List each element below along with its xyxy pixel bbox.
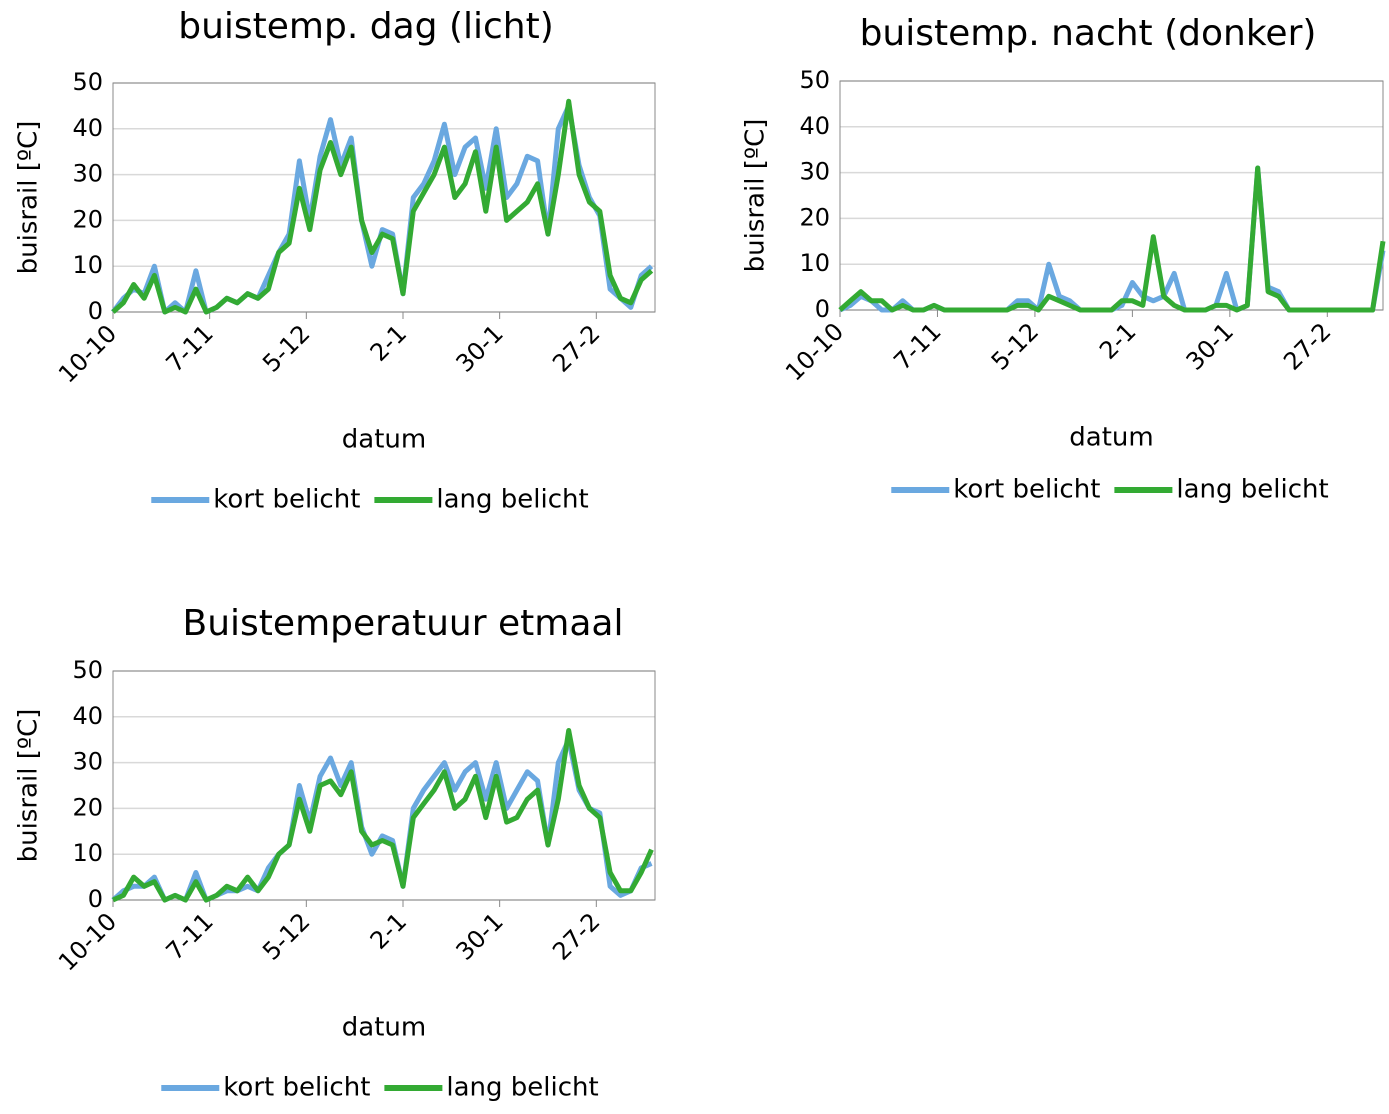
x-tick-label: 7-11 [161,907,219,965]
y-axis-label: buisrail [ºC] [14,121,44,275]
plot-frame [112,670,656,901]
y-tick-label: 50 [72,656,103,684]
line-series [111,737,653,903]
plot-frame [112,82,656,313]
y-tick-label: 20 [72,793,103,821]
x-axis-label: datum [342,425,426,455]
y-tick-label: 30 [72,748,103,776]
legend-label: lang belicht [1176,475,1328,505]
x-tick-label: 10-10 [53,319,122,388]
y-tick-label: 30 [799,158,830,186]
y-tick-label: 20 [72,205,103,233]
legend-label: lang belicht [446,1073,598,1103]
x-tick-label: 30-1 [451,319,509,377]
chart-title: buistemp. dag (licht) [178,6,554,47]
x-tick-label: 2-1 [365,907,413,955]
line-series [111,98,654,315]
legend-label: kort belicht [953,475,1100,505]
y-tick-label: 40 [72,114,103,142]
y-axis-label: buisrail [ºC] [741,119,771,273]
y-tick-label: 0 [815,295,830,323]
x-tick-label: 30-1 [451,907,509,965]
x-tick-label: 30-1 [1181,317,1239,375]
x-tick-label: 27-2 [547,907,605,965]
y-tick-label: 50 [72,68,103,96]
line-series [111,103,654,315]
line-series [838,165,1386,313]
y-tick-label: 20 [799,203,830,231]
y-tick-label: 40 [72,702,103,730]
x-tick-label: 27-2 [547,319,605,377]
line-series [838,165,1386,313]
legend-label: kort belicht [223,1073,370,1103]
x-tick-label: 10-10 [780,317,849,386]
x-tick-label: 5-12 [257,319,315,377]
x-tick-label: 10-10 [53,907,122,976]
y-tick-label: 10 [72,839,103,867]
y-tick-label: 10 [72,251,103,279]
y-tick-label: 50 [799,66,830,94]
y-tick-label: 40 [799,112,830,140]
x-tick-label: 5-12 [986,317,1044,375]
chart-title: buistemp. nacht (donker) [860,13,1317,54]
plot-frame [839,80,1384,311]
chart-title: Buistemperatuur etmaal [183,603,624,644]
x-tick-label: 2-1 [365,319,413,367]
y-tick-label: 30 [72,160,103,188]
x-axis-label: datum [1069,423,1153,453]
y-tick-label: 0 [88,885,103,913]
x-axis-label: datum [342,1013,426,1043]
y-tick-label: 0 [88,297,103,325]
x-tick-label: 7-11 [161,319,219,377]
x-tick-label: 7-11 [888,317,946,375]
x-tick-label: 2-1 [1094,317,1142,365]
legend-label: kort belicht [213,485,360,515]
y-tick-label: 10 [799,249,830,277]
line-series [111,728,654,903]
y-axis-label: buisrail [ºC] [14,709,44,863]
x-tick-label: 27-2 [1278,317,1336,375]
legend-label: lang belicht [436,485,588,515]
x-tick-label: 5-12 [257,907,315,965]
